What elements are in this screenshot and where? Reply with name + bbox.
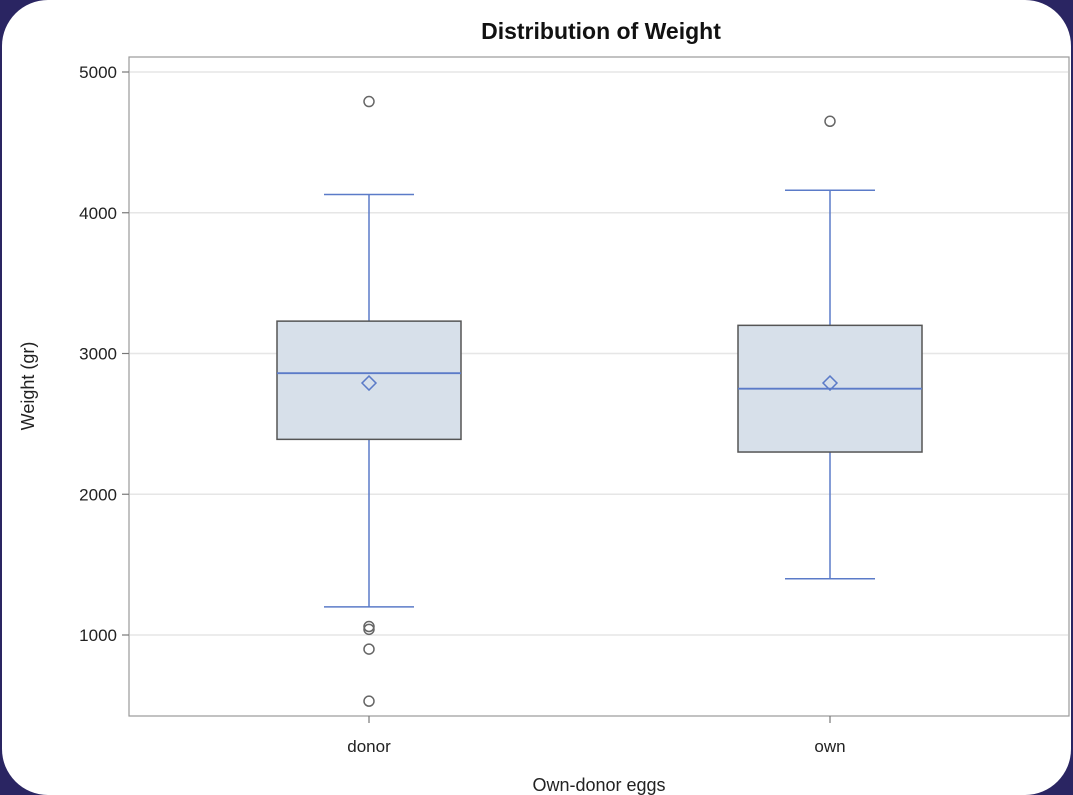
y-tick-label: 4000 xyxy=(79,204,117,223)
box-group-donor xyxy=(276,95,462,707)
iqr-box xyxy=(276,320,462,441)
y-tick-label: 5000 xyxy=(79,63,117,82)
outlier-point xyxy=(363,95,375,108)
y-tick-label: 1000 xyxy=(79,626,117,645)
y-axis-ticks: 1000 2000 3000 4000 5000 xyxy=(79,63,129,645)
x-axis-label: Own-donor eggs xyxy=(532,775,665,795)
mean-marker xyxy=(360,374,378,392)
box-group-own xyxy=(737,115,923,580)
chart-title: Distribution of Weight xyxy=(481,18,721,44)
plot-area-frame xyxy=(128,56,1070,717)
outlier-point xyxy=(363,695,375,707)
y-axis-label: Weight (gr) xyxy=(18,342,38,431)
outlier-point xyxy=(824,115,836,128)
x-axis-ticks: donor own xyxy=(347,716,846,756)
y-tick-label: 3000 xyxy=(79,345,117,364)
outlier-point xyxy=(363,623,375,636)
boxes xyxy=(276,95,923,707)
grid-lines xyxy=(130,71,1068,636)
x-tick-label: donor xyxy=(347,737,391,756)
outlier-point xyxy=(363,643,375,655)
y-tick-label: 2000 xyxy=(79,485,117,504)
mean-marker xyxy=(821,374,839,392)
x-tick-label: own xyxy=(814,737,845,756)
